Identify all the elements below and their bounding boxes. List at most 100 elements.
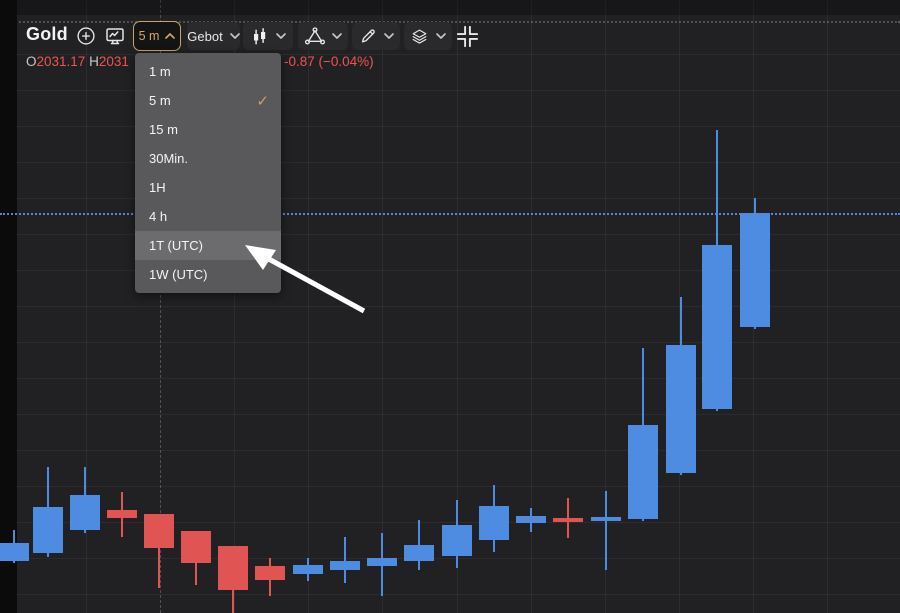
dropdown-item-15-m[interactable]: 15 m — [135, 115, 281, 144]
shapes-icon — [304, 27, 325, 45]
horizontal-gridline — [0, 198, 900, 199]
dropdown-item-label: 1 m — [149, 64, 171, 79]
dropdown-item-label: 4 h — [149, 209, 168, 224]
open-value: 2031.17 — [36, 54, 86, 69]
session-break-line — [160, 0, 161, 613]
candle-wick — [344, 537, 346, 583]
draw-button[interactable] — [352, 22, 400, 50]
candlestick-icon — [254, 27, 266, 45]
candle-body — [516, 516, 546, 523]
candle-body — [70, 495, 100, 530]
candle-body — [740, 213, 770, 327]
chevron-up-icon — [165, 33, 176, 39]
collapse-icon — [456, 25, 479, 48]
vertical-gridline — [457, 0, 458, 613]
candle-wick — [605, 491, 607, 570]
candle-body — [702, 245, 732, 409]
horizontal-gridline — [0, 54, 900, 55]
chevron-down-icon — [331, 33, 342, 39]
chart-style-button[interactable] — [243, 22, 293, 50]
ohlc-readout: O2031.17 H2031 — [26, 54, 129, 69]
horizontal-gridline — [0, 270, 900, 271]
chart-top-margin — [0, 0, 900, 15]
dropdown-item-1w-utc[interactable]: 1W (UTC) — [135, 260, 281, 289]
vertical-gridline — [531, 0, 532, 613]
vertical-gridline — [86, 0, 87, 613]
candle-body — [181, 531, 211, 563]
vertical-gridline — [382, 0, 383, 613]
horizontal-gridline — [0, 594, 900, 595]
layers-button[interactable] — [404, 22, 452, 50]
dropdown-item-1-m[interactable]: 1 m — [135, 57, 281, 86]
plus-circle-icon — [77, 27, 95, 45]
high-label: H — [89, 54, 99, 69]
candle-body — [293, 565, 323, 574]
open-label: O — [26, 54, 37, 69]
interval-dropdown: 1 m 5 m ✓ 15 m 30Min. 1H 4 h 1T (UTC) 1W (UTC) — [135, 53, 281, 293]
vertical-gridline — [827, 0, 828, 613]
dropdown-item-5-m[interactable]: 5 m ✓ — [135, 86, 281, 115]
collapse-pane-button[interactable] — [455, 24, 480, 49]
chevron-down-icon — [383, 33, 394, 39]
dropdown-item-4-h[interactable]: 4 h — [135, 202, 281, 231]
candle-body — [107, 510, 137, 518]
dropdown-item-30min[interactable]: 30Min. — [135, 144, 281, 173]
candle-wick — [158, 514, 160, 588]
dropdown-item-label: 30Min. — [149, 151, 189, 166]
bid-type-button[interactable]: Gebot — [187, 22, 240, 50]
dropdown-item-label: 1T (UTC) — [149, 238, 203, 253]
bid-type-label: Gebot — [187, 28, 223, 44]
dropdown-item-label: 1W (UTC) — [149, 267, 208, 282]
pencil-icon — [361, 29, 375, 43]
vertical-gridline — [679, 0, 680, 613]
chevron-down-icon — [276, 33, 286, 39]
dropdown-item-1t-utc[interactable]: 1T (UTC) — [135, 231, 281, 260]
horizontal-gridline — [0, 90, 900, 91]
horizontal-gridline — [0, 162, 900, 163]
layers-icon — [412, 29, 427, 44]
candle-body — [367, 558, 397, 566]
dropdown-item-label: 1H — [149, 180, 166, 195]
dropdown-item-1h[interactable]: 1H — [135, 173, 281, 202]
candle-body — [553, 518, 583, 522]
candle-body — [218, 546, 248, 590]
dropdown-item-label: 15 m — [149, 122, 178, 137]
interval-button-label: 5 m — [138, 29, 160, 43]
check-icon: ✓ — [256, 92, 269, 110]
high-value: 2031 — [98, 54, 129, 69]
candle-body — [628, 425, 658, 519]
drawing-shapes-button[interactable] — [298, 22, 348, 50]
interval-dropdown-list: 1 m 5 m ✓ 15 m 30Min. 1H 4 h 1T (UTC) 1W (UTC) — [135, 57, 281, 289]
horizontal-gridline — [0, 378, 900, 379]
candle-body — [479, 506, 509, 540]
current-price-line — [0, 213, 900, 215]
chart-screen-button[interactable] — [104, 25, 126, 47]
chart-monitor-icon — [106, 28, 124, 45]
vertical-gridline — [234, 0, 235, 613]
candle-body — [591, 517, 621, 521]
horizontal-gridline — [0, 414, 900, 415]
candle-body — [0, 543, 29, 561]
horizontal-gridline — [0, 306, 900, 307]
change-value: -0.87 (−0.04%) — [284, 54, 374, 69]
dropdown-item-label: 5 m — [149, 93, 171, 108]
top-dotted-gridline — [0, 21, 900, 23]
horizontal-gridline — [0, 558, 900, 559]
horizontal-gridline — [0, 342, 900, 343]
chart-left-margin — [0, 0, 17, 613]
symbol-title[interactable]: Gold — [26, 24, 68, 44]
toolbar: Gold 5 m Gebot — [0, 0, 900, 56]
horizontal-gridline — [0, 522, 900, 523]
candle-body — [442, 525, 472, 556]
candle-body — [144, 514, 174, 548]
interval-button[interactable]: 5 m — [133, 21, 181, 51]
horizontal-gridline — [0, 234, 900, 235]
chevron-down-icon — [436, 33, 446, 39]
chevron-down-icon — [229, 33, 240, 39]
add-symbol-button[interactable] — [75, 25, 97, 47]
candle-body — [33, 507, 63, 553]
candle-body — [666, 345, 696, 473]
candle-body — [330, 561, 360, 570]
